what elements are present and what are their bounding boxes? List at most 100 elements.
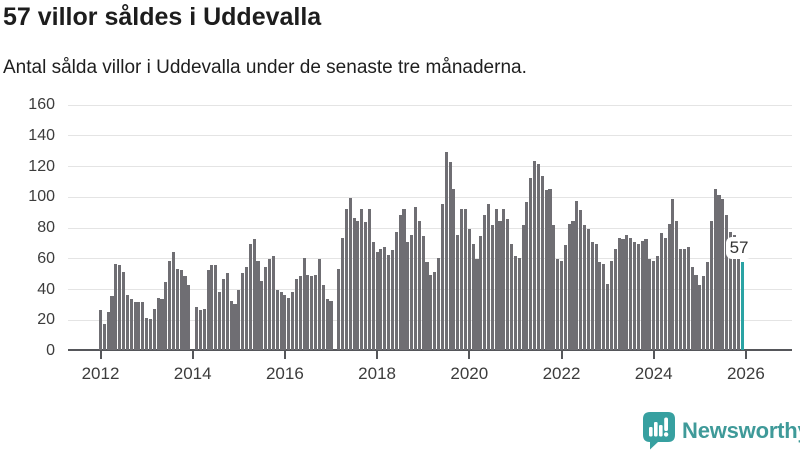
bar-month-85 [425, 262, 429, 350]
grid-line-80 [68, 227, 792, 229]
bar-month-84 [421, 236, 425, 350]
bar-month-62 [337, 268, 341, 350]
bar-month-162 [721, 199, 725, 350]
bar-month-78 [398, 214, 402, 350]
x-axis-tick-2022 [560, 350, 563, 359]
x-axis-label-2020: 2020 [450, 364, 489, 383]
bar-month-123 [571, 220, 575, 350]
x-axis-tick-2024 [652, 350, 655, 359]
bar-month-152 [682, 248, 686, 350]
bar-month-38 [244, 266, 249, 350]
bar-month-140 [636, 243, 640, 350]
bar-month-143 [648, 259, 652, 350]
bar-month-12 [145, 317, 149, 350]
bar-month-118 [552, 225, 556, 350]
x-axis-label-2012: 2012 [81, 364, 120, 383]
bar-month-72 [375, 251, 379, 350]
bar-month-74 [383, 247, 387, 350]
bar-month-5 [118, 265, 122, 350]
y-axis-label-140: 140 [28, 126, 55, 144]
bar-month-20 [175, 268, 179, 350]
bar-month-33 [225, 273, 229, 350]
bar-month-100 [483, 214, 487, 350]
bar-month-31 [218, 291, 222, 350]
bar-month-70 [367, 208, 371, 350]
bar-month-27 [202, 308, 206, 350]
bar-month-139 [632, 242, 637, 350]
bar-month-63 [340, 237, 345, 350]
page-title: 57 villor såldes i Uddevalla [3, 3, 322, 31]
bar-month-96 [467, 228, 471, 350]
bar-month-103 [494, 208, 498, 350]
bar-month-44 [267, 259, 272, 350]
bar-month-73 [379, 248, 383, 350]
bar-month-26 [198, 310, 202, 350]
bar-month-138 [629, 237, 633, 350]
grid-line-140 [68, 135, 792, 137]
bar-month-93 [456, 234, 460, 350]
bar-month-91 [448, 162, 452, 350]
bar-month-66 [352, 217, 356, 350]
bar-month-58 [321, 285, 325, 350]
bar-month-2 [106, 311, 110, 350]
highlight-value-label: 57 [725, 237, 753, 259]
bar-month-6 [122, 271, 126, 350]
bar-month-86 [429, 274, 433, 350]
bar-month-136 [621, 239, 625, 350]
bar-month-1 [102, 323, 106, 350]
bar-month-79 [402, 208, 406, 350]
bar-month-52 [298, 276, 302, 350]
bar-month-133 [609, 260, 613, 350]
bar-month-112 [529, 177, 533, 350]
grid-line-100 [68, 196, 792, 198]
bar-month-159 [709, 220, 713, 350]
y-axis-label-160: 160 [28, 96, 55, 113]
bar-month-154 [690, 266, 694, 350]
y-axis-label-20: 20 [37, 311, 55, 329]
bar-month-47 [279, 291, 283, 350]
bar-month-25 [194, 306, 199, 350]
bar-month-82 [413, 207, 418, 350]
bar-month-106 [506, 219, 510, 350]
bar-month-117 [548, 188, 552, 350]
bar-month-116 [544, 190, 548, 350]
bar-month-102 [490, 225, 494, 350]
bar-month-109 [517, 257, 521, 350]
bar-month-87 [433, 271, 437, 350]
bar-month-124 [575, 200, 579, 350]
bar-month-151 [679, 248, 683, 350]
bar-month-81 [410, 234, 414, 350]
bar-month-120 [559, 260, 564, 350]
bar-month-113 [533, 160, 537, 350]
bar-month-40 [252, 239, 256, 350]
bar-month-64 [344, 208, 348, 350]
x-axis-tick-2026 [744, 350, 747, 359]
bar-month-29 [210, 265, 214, 350]
bar-month-80 [406, 242, 410, 350]
newsworthy-logo[interactable]: Newsworthy [642, 412, 800, 450]
x-axis-label-2022: 2022 [542, 364, 581, 383]
bar-month-125 [579, 210, 583, 350]
bar-month-45 [271, 256, 275, 350]
bar-month-110 [521, 225, 525, 350]
y-axis-label-0: 0 [46, 342, 55, 359]
bar-month-23 [187, 285, 191, 350]
bar-month-126 [583, 225, 587, 350]
bar-month-13 [148, 319, 152, 350]
bar-month-153 [686, 247, 690, 350]
x-axis-label-2026: 2026 [726, 364, 765, 383]
bar-month-15 [156, 297, 160, 350]
bar-month-131 [602, 263, 606, 350]
bar-month-121 [563, 245, 567, 350]
y-axis-label-100: 100 [28, 188, 55, 206]
x-axis-tick-2016 [283, 350, 286, 359]
bar-month-71 [371, 242, 375, 350]
y-axis-label-40: 40 [37, 280, 55, 298]
bar-month-144 [652, 260, 656, 350]
bar-month-76 [390, 250, 394, 350]
bar-month-165 [732, 234, 736, 350]
bar-month-43 [264, 266, 268, 350]
x-axis-label-2014: 2014 [173, 364, 212, 383]
highlight-bar-latest-month [740, 262, 744, 350]
bar-month-94 [460, 208, 464, 350]
